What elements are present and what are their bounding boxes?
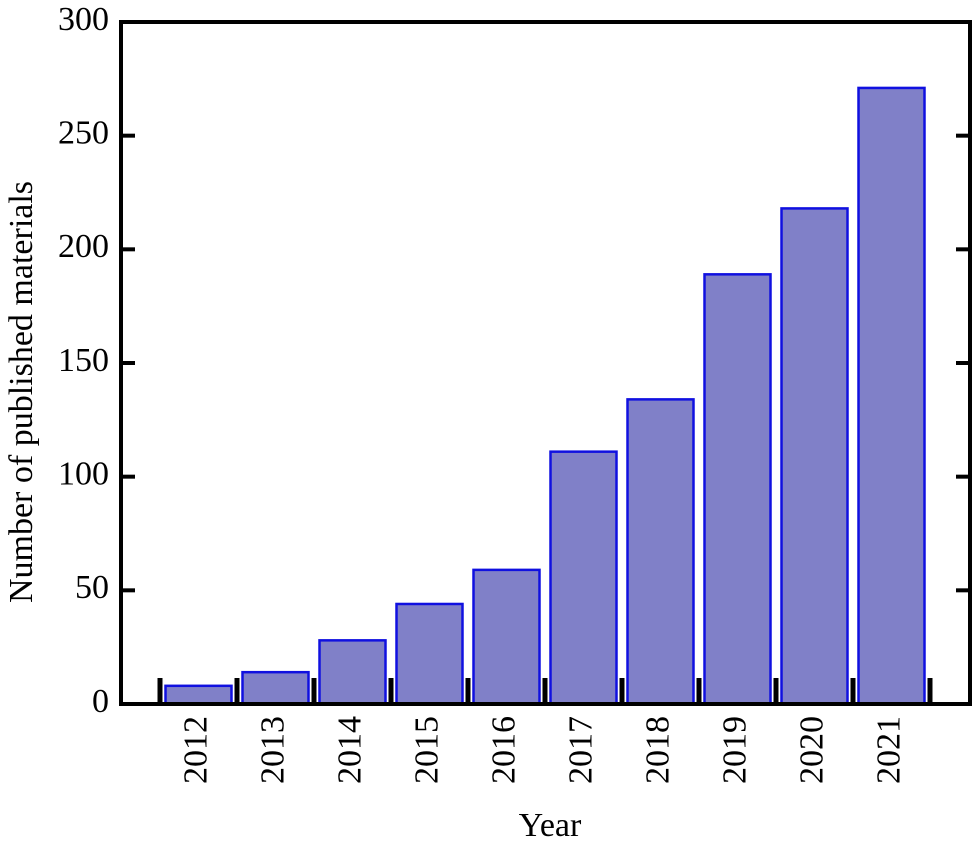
bar xyxy=(472,568,541,706)
y-tick-label: 200 xyxy=(58,228,109,265)
y-tick-label: 50 xyxy=(75,569,109,606)
x-tick-label: 2021 xyxy=(870,716,907,784)
bar xyxy=(857,86,926,706)
x-tick-label: 2013 xyxy=(254,716,291,784)
x-axis-label: Year xyxy=(519,807,582,844)
bar xyxy=(780,207,849,706)
bar xyxy=(241,670,310,706)
plot-frame xyxy=(119,20,972,706)
x-tick-label: 2019 xyxy=(716,716,753,784)
bar xyxy=(549,450,618,706)
x-tick-label: 2016 xyxy=(485,716,522,784)
y-axis-label: Number of published materials xyxy=(3,181,40,603)
x-tick-label: 2014 xyxy=(331,716,368,784)
y-tick-label: 100 xyxy=(58,455,109,492)
y-tick-label: 0 xyxy=(92,683,109,720)
bar xyxy=(164,684,233,706)
bar xyxy=(703,273,772,706)
y-tick-label: 150 xyxy=(58,342,109,379)
x-tick-label: 2012 xyxy=(177,716,214,784)
bar xyxy=(318,639,387,706)
x-tick-label: 2020 xyxy=(793,716,830,784)
y-tick-label: 250 xyxy=(58,114,109,151)
bar xyxy=(626,398,695,706)
x-tick-label: 2017 xyxy=(562,716,599,784)
x-tick-label: 2015 xyxy=(408,716,445,784)
bar xyxy=(395,602,464,706)
x-tick-label: 2018 xyxy=(639,716,676,784)
y-tick-label: 300 xyxy=(58,1,109,38)
